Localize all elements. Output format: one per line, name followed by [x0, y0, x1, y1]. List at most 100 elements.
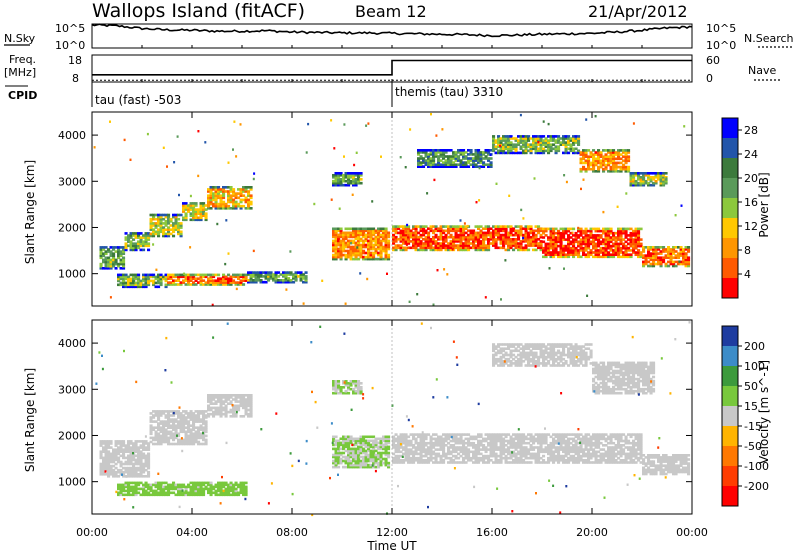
velocity-echo-cell — [134, 448, 138, 451]
power-echo-cell — [567, 135, 571, 138]
velocity-echo-cell — [204, 485, 208, 489]
velocity-echo-cell — [184, 416, 188, 419]
velocity-echo-cell — [442, 452, 446, 456]
velocity-echo-cell — [184, 418, 188, 421]
power-echo-cell — [184, 279, 188, 282]
power-echo-cell — [154, 224, 158, 227]
velocity-echo-cell — [479, 459, 483, 462]
velocity-echo-cell — [467, 450, 471, 454]
power-echo-cell — [432, 229, 436, 233]
velocity-echo-cell — [472, 461, 476, 464]
power-echo-cell — [337, 241, 341, 245]
power-echo-cell — [204, 275, 208, 279]
velocity-echo-cell — [194, 416, 198, 419]
velocity-echo-cell — [437, 437, 441, 441]
power-echo-cell — [567, 229, 571, 233]
power-echo-cell — [522, 143, 526, 146]
velocity-echo-cell — [177, 434, 181, 438]
power-echo-cell — [597, 155, 601, 158]
power-echo-cell — [617, 244, 621, 248]
power-echo-cell — [417, 149, 421, 152]
velocity-echo-cell — [382, 439, 386, 443]
velocity-echo-cell — [352, 387, 356, 391]
power-echo-cell — [454, 244, 458, 247]
velocity-echo-cell — [197, 489, 201, 493]
power-echo-cell — [639, 227, 643, 231]
velocity-echo-cell — [164, 438, 168, 442]
velocity-echo-cell — [169, 414, 173, 417]
power-echo-cell — [479, 244, 483, 247]
power-echo-cell — [294, 273, 298, 276]
power-echo-cell — [572, 137, 576, 140]
power-echo-cell — [439, 225, 443, 228]
velocity-echo-cell — [417, 452, 421, 456]
velocity-echo-cell — [184, 430, 188, 434]
power-speckle — [365, 124, 368, 127]
velocity-echo-cell — [387, 453, 391, 457]
velocity-echo-cell — [347, 461, 351, 465]
power-echo-cell — [587, 161, 591, 165]
power-echo-cell — [479, 161, 483, 164]
power-echo-cell — [107, 248, 111, 251]
power-echo-cell — [529, 145, 533, 148]
velocity-echo-cell — [222, 406, 226, 410]
velocity-echo-cell — [464, 433, 468, 436]
velocity-echo-cell — [337, 447, 341, 451]
power-echo-cell — [547, 145, 551, 148]
power-echo-cell — [134, 283, 138, 287]
velocity-echo-cell — [442, 441, 446, 445]
power-echo-cell — [442, 165, 446, 168]
power-echo-cell — [629, 236, 633, 239]
velocity-echo-cell — [152, 426, 156, 429]
velocity-echo-cell — [339, 461, 343, 465]
power-echo-cell — [134, 273, 138, 277]
power-echo-cell — [527, 145, 531, 148]
power-echo-cell — [532, 137, 536, 140]
power-echo-cell — [642, 181, 646, 185]
power-echo-cell — [587, 253, 591, 256]
power-echo-cell — [637, 174, 641, 177]
power-echo-cell — [447, 227, 451, 230]
power-echo-cell — [289, 273, 293, 276]
power-echo-cell — [387, 235, 391, 239]
velocity-echo-cell — [194, 418, 198, 421]
power-echo-cell — [384, 245, 388, 249]
velocity-echo-cell — [459, 450, 463, 454]
power-echo-cell — [214, 200, 218, 204]
power-echo-cell — [112, 254, 116, 258]
velocity-echo-cell — [112, 450, 116, 453]
velocity-echo-cell — [204, 420, 208, 423]
power-echo-cell — [337, 227, 341, 231]
power-speckle — [330, 198, 333, 201]
velocity-echo-cell — [239, 400, 243, 403]
power-echo-cell — [444, 238, 448, 241]
power-echo-cell — [132, 232, 136, 235]
velocity-echo-cell — [202, 418, 206, 421]
power-echo-cell — [594, 170, 598, 173]
power-echo-cell — [622, 246, 626, 250]
power-echo-cell — [207, 196, 211, 200]
velocity-echo-cell — [432, 446, 436, 449]
velocity-echo-cell — [444, 433, 448, 436]
velocity-echo-cell — [142, 489, 146, 493]
velocity-echo-cell — [152, 483, 156, 487]
power-echo-cell — [399, 225, 403, 228]
power-echo-cell — [472, 235, 476, 239]
power-echo-cell — [282, 279, 286, 282]
velocity-echo-cell — [164, 493, 168, 497]
velocity-echo-cell — [357, 437, 361, 441]
power-echo-cell — [352, 251, 356, 255]
power-echo-cell — [542, 143, 546, 146]
power-echo-cell — [514, 143, 518, 146]
velocity-echo-cell — [137, 475, 141, 478]
power-echo-cell — [164, 213, 168, 217]
velocity-echo-cell — [422, 437, 426, 441]
power-echo-cell — [342, 176, 346, 179]
power-echo-cell — [512, 229, 516, 233]
power-echo-cell — [219, 277, 223, 280]
power-echo-cell — [179, 281, 183, 284]
velocity-echo-cell — [392, 452, 396, 456]
power-echo-cell — [354, 233, 358, 237]
power-echo-cell — [157, 222, 161, 225]
power-echo-cell — [494, 147, 498, 151]
